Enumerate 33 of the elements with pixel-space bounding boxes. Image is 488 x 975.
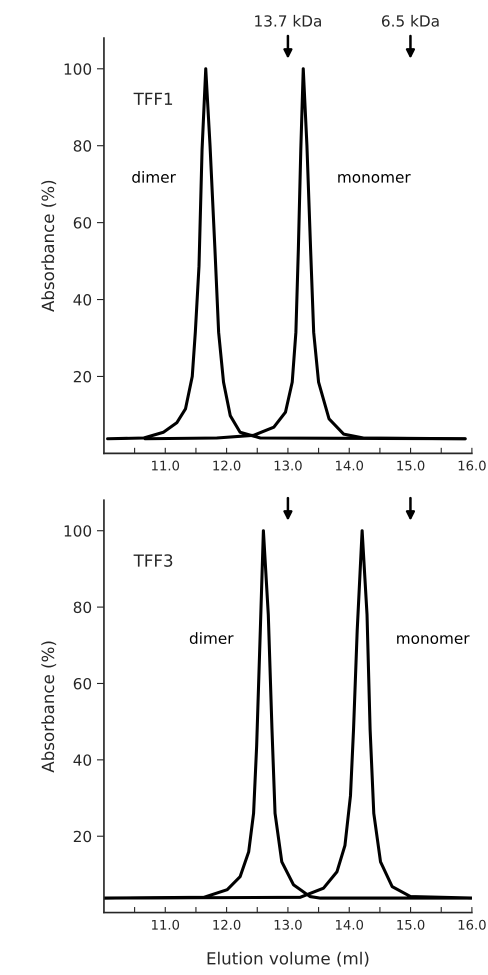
x-tick-label: 11.0 xyxy=(152,920,180,930)
y-tick-label: 100 xyxy=(64,63,92,75)
text: TFF3 xyxy=(134,554,172,567)
x-tick-label: 12.0 xyxy=(213,460,240,471)
y-axis-title: Absorbance (%) xyxy=(41,180,56,312)
series-label: monomer xyxy=(397,635,470,644)
y-tick-label: 20 xyxy=(74,370,92,382)
x-tick-label: 15.0 xyxy=(397,920,424,930)
y-tick-label: 40 xyxy=(73,754,92,766)
series-label: dimer xyxy=(132,171,176,183)
x-tick-label: 14.0 xyxy=(336,460,364,471)
x-tick-label: 12.0 xyxy=(213,920,240,930)
y-tick-label: 60 xyxy=(74,678,92,690)
text: TFF1 xyxy=(134,92,172,105)
y-tick-label: 40 xyxy=(73,294,92,306)
y-tick-label: 80 xyxy=(74,140,92,152)
text: 13.7 kDa xyxy=(255,14,321,27)
x-tick-label: 16.0 xyxy=(458,460,486,471)
text: 6.5 kDa xyxy=(382,14,439,27)
series-label: monomer xyxy=(338,174,411,183)
x-tick-label: 14.0 xyxy=(336,920,364,930)
series-label: dimer xyxy=(190,632,234,644)
x-tick-label: 13.0 xyxy=(274,460,302,471)
x-tick-label: 16.0 xyxy=(458,920,486,930)
y-axis-title: Absorbance (%) xyxy=(41,642,56,773)
x-tick-label: 13.0 xyxy=(274,920,302,930)
y-tick-label: 60 xyxy=(74,217,92,229)
x-axis-title: Elution volume (ml) xyxy=(208,952,368,967)
x-tick-label: 15.0 xyxy=(397,460,424,471)
y-tick-label: 100 xyxy=(64,525,92,537)
x-tick-label: 11.0 xyxy=(152,460,180,471)
y-tick-label: 20 xyxy=(74,830,92,842)
y-tick-label: 80 xyxy=(74,602,92,614)
